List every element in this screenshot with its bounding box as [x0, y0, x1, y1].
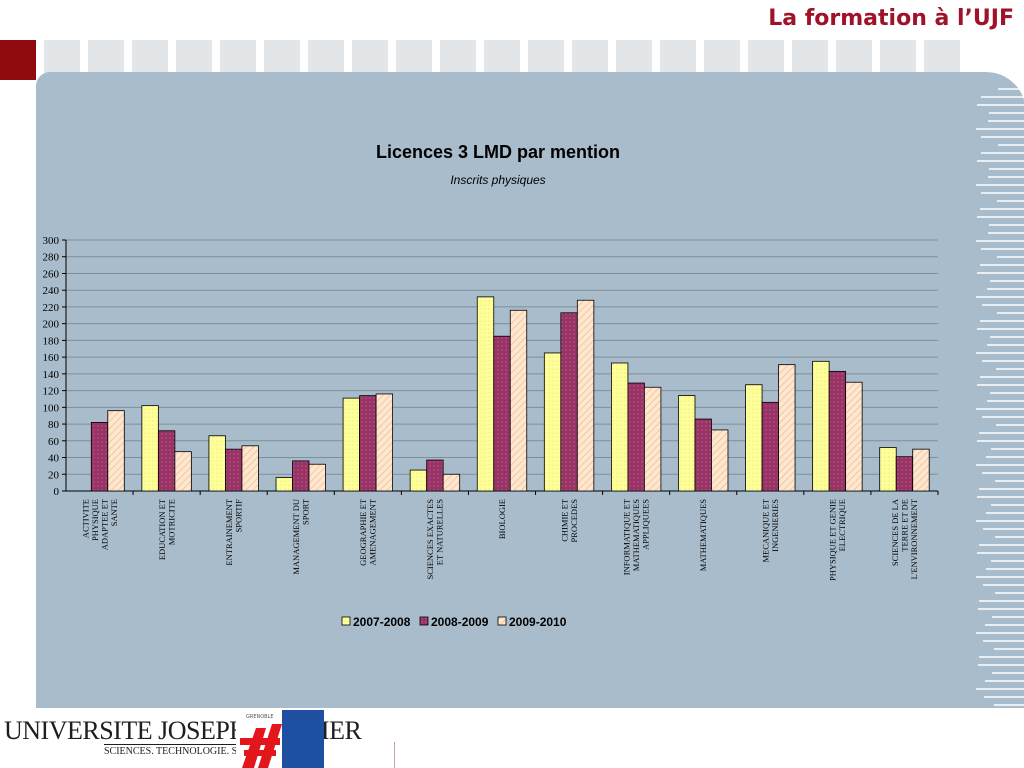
- bar-2008-2009: [828, 370, 847, 492]
- bar-2009-2010: [107, 410, 125, 492]
- university-logo-subtitle: SCIENCES. TECHNOLOGIE. SANTÉ: [104, 744, 264, 757]
- bar-2008-2009: [426, 459, 444, 492]
- bar-2009-2010: [644, 386, 662, 492]
- header-red-block: [0, 40, 36, 80]
- bar-2008-2009: [627, 382, 645, 492]
- bar-2007-2008: [275, 477, 293, 492]
- x-category-label: ENTRAINEMENTSPORTIF: [224, 498, 244, 565]
- footer-divider: [394, 742, 395, 768]
- legend-swatch: [341, 616, 351, 626]
- y-tick-label: 220: [43, 302, 60, 314]
- bar-2007-2008: [879, 447, 897, 492]
- x-category-label: SCIENCES EXACTESET NATURELLES: [425, 499, 445, 580]
- slide-title: La formation à l’UJF: [768, 6, 1014, 31]
- x-category-label: BIOLOGIE: [497, 499, 507, 539]
- x-category-label: ACTIVITEPHYSIQUEADAPTEE ETSANTE: [80, 498, 119, 550]
- bar-2009-2010: [778, 364, 796, 492]
- bar-2007-2008: [745, 384, 763, 492]
- y-tick-label: 300: [43, 235, 60, 247]
- y-tick-label: 20: [48, 469, 60, 481]
- bar-2007-2008: [611, 362, 629, 492]
- y-tick-label: 240: [43, 285, 60, 297]
- bar-2009-2010: [241, 445, 259, 492]
- x-category-label: MANAGEMENT DUSPORT: [291, 498, 311, 574]
- x-category-label: SCIENCES DE LATERRE ET DEL'ENVIRONNEMENT: [890, 498, 919, 579]
- y-tick-label: 120: [43, 386, 60, 398]
- x-category-label: MECANIQUE ETINGENIERIES: [761, 498, 781, 562]
- y-tick-label: 0: [54, 486, 60, 498]
- x-category-label: PHYSIQUE ET GENIEELECTRIQUE: [828, 499, 848, 581]
- y-tick-label: 280: [43, 252, 60, 264]
- bar-2007-2008: [476, 296, 495, 492]
- chart-subtitle: Inscrits physiques: [450, 173, 545, 187]
- logo-badge-text: GRENOBLE: [246, 714, 274, 720]
- y-tick-label: 40: [48, 453, 60, 465]
- y-tick-label: 200: [43, 319, 60, 331]
- bar-2008-2009: [292, 460, 310, 492]
- y-tick-label: 60: [48, 436, 60, 448]
- bar-2007-2008: [543, 352, 562, 492]
- bar-2009-2010: [174, 451, 192, 492]
- legend-label: 2008-2009: [431, 615, 489, 629]
- bar-2008-2009: [90, 421, 109, 492]
- bar-2009-2010: [912, 448, 930, 492]
- y-tick-label: 160: [43, 352, 60, 364]
- bar-2008-2009: [493, 335, 511, 492]
- bar-2007-2008: [409, 469, 428, 492]
- bar-2007-2008: [812, 360, 830, 492]
- x-category-label: MATHEMATIQUES: [698, 499, 708, 572]
- bar-2008-2009: [895, 456, 914, 492]
- bar-2008-2009: [761, 401, 779, 492]
- x-category-label: INFORMATIQUE ETMATHEMATIQUESAPPLIQUEES: [622, 498, 651, 575]
- legend-swatch: [419, 616, 429, 626]
- x-category-label: EDUCATION ETMOTRICITE: [157, 498, 177, 560]
- bar-2009-2010: [576, 299, 595, 492]
- legend-label: 2009-2010: [509, 615, 567, 629]
- bar-2009-2010: [845, 381, 863, 492]
- bar-2008-2009: [359, 395, 377, 492]
- x-category-label: GEOGRAPHIE ETAMENAGEMENT: [358, 498, 378, 566]
- bar-2009-2010: [509, 309, 528, 492]
- x-category-label: CHIMIE ETPROCEDES: [559, 498, 579, 542]
- bar-2007-2008: [678, 395, 696, 492]
- bar-2008-2009: [225, 448, 243, 492]
- y-tick-label: 80: [48, 419, 60, 431]
- y-tick-label: 260: [43, 268, 60, 280]
- bar-2009-2010: [711, 429, 729, 492]
- legend-label: 2007-2008: [353, 615, 411, 629]
- bar-2007-2008: [342, 397, 360, 492]
- y-tick-label: 180: [43, 335, 60, 347]
- bar-2009-2010: [442, 473, 461, 492]
- bar-2008-2009: [560, 312, 578, 492]
- y-tick-label: 100: [43, 402, 60, 414]
- bar-2008-2009: [694, 418, 712, 492]
- bar-2007-2008: [208, 435, 226, 492]
- bar-2009-2010: [375, 393, 393, 492]
- bar-2007-2008: [141, 405, 159, 492]
- footer: [0, 708, 1024, 768]
- university-logo-icon: GRENOBLE: [236, 710, 324, 768]
- bar-2009-2010: [308, 463, 326, 492]
- chart-title: Licences 3 LMD par mention: [376, 142, 620, 162]
- y-tick-label: 140: [43, 369, 60, 381]
- legend-swatch: [497, 616, 507, 626]
- bar-2008-2009: [157, 430, 176, 492]
